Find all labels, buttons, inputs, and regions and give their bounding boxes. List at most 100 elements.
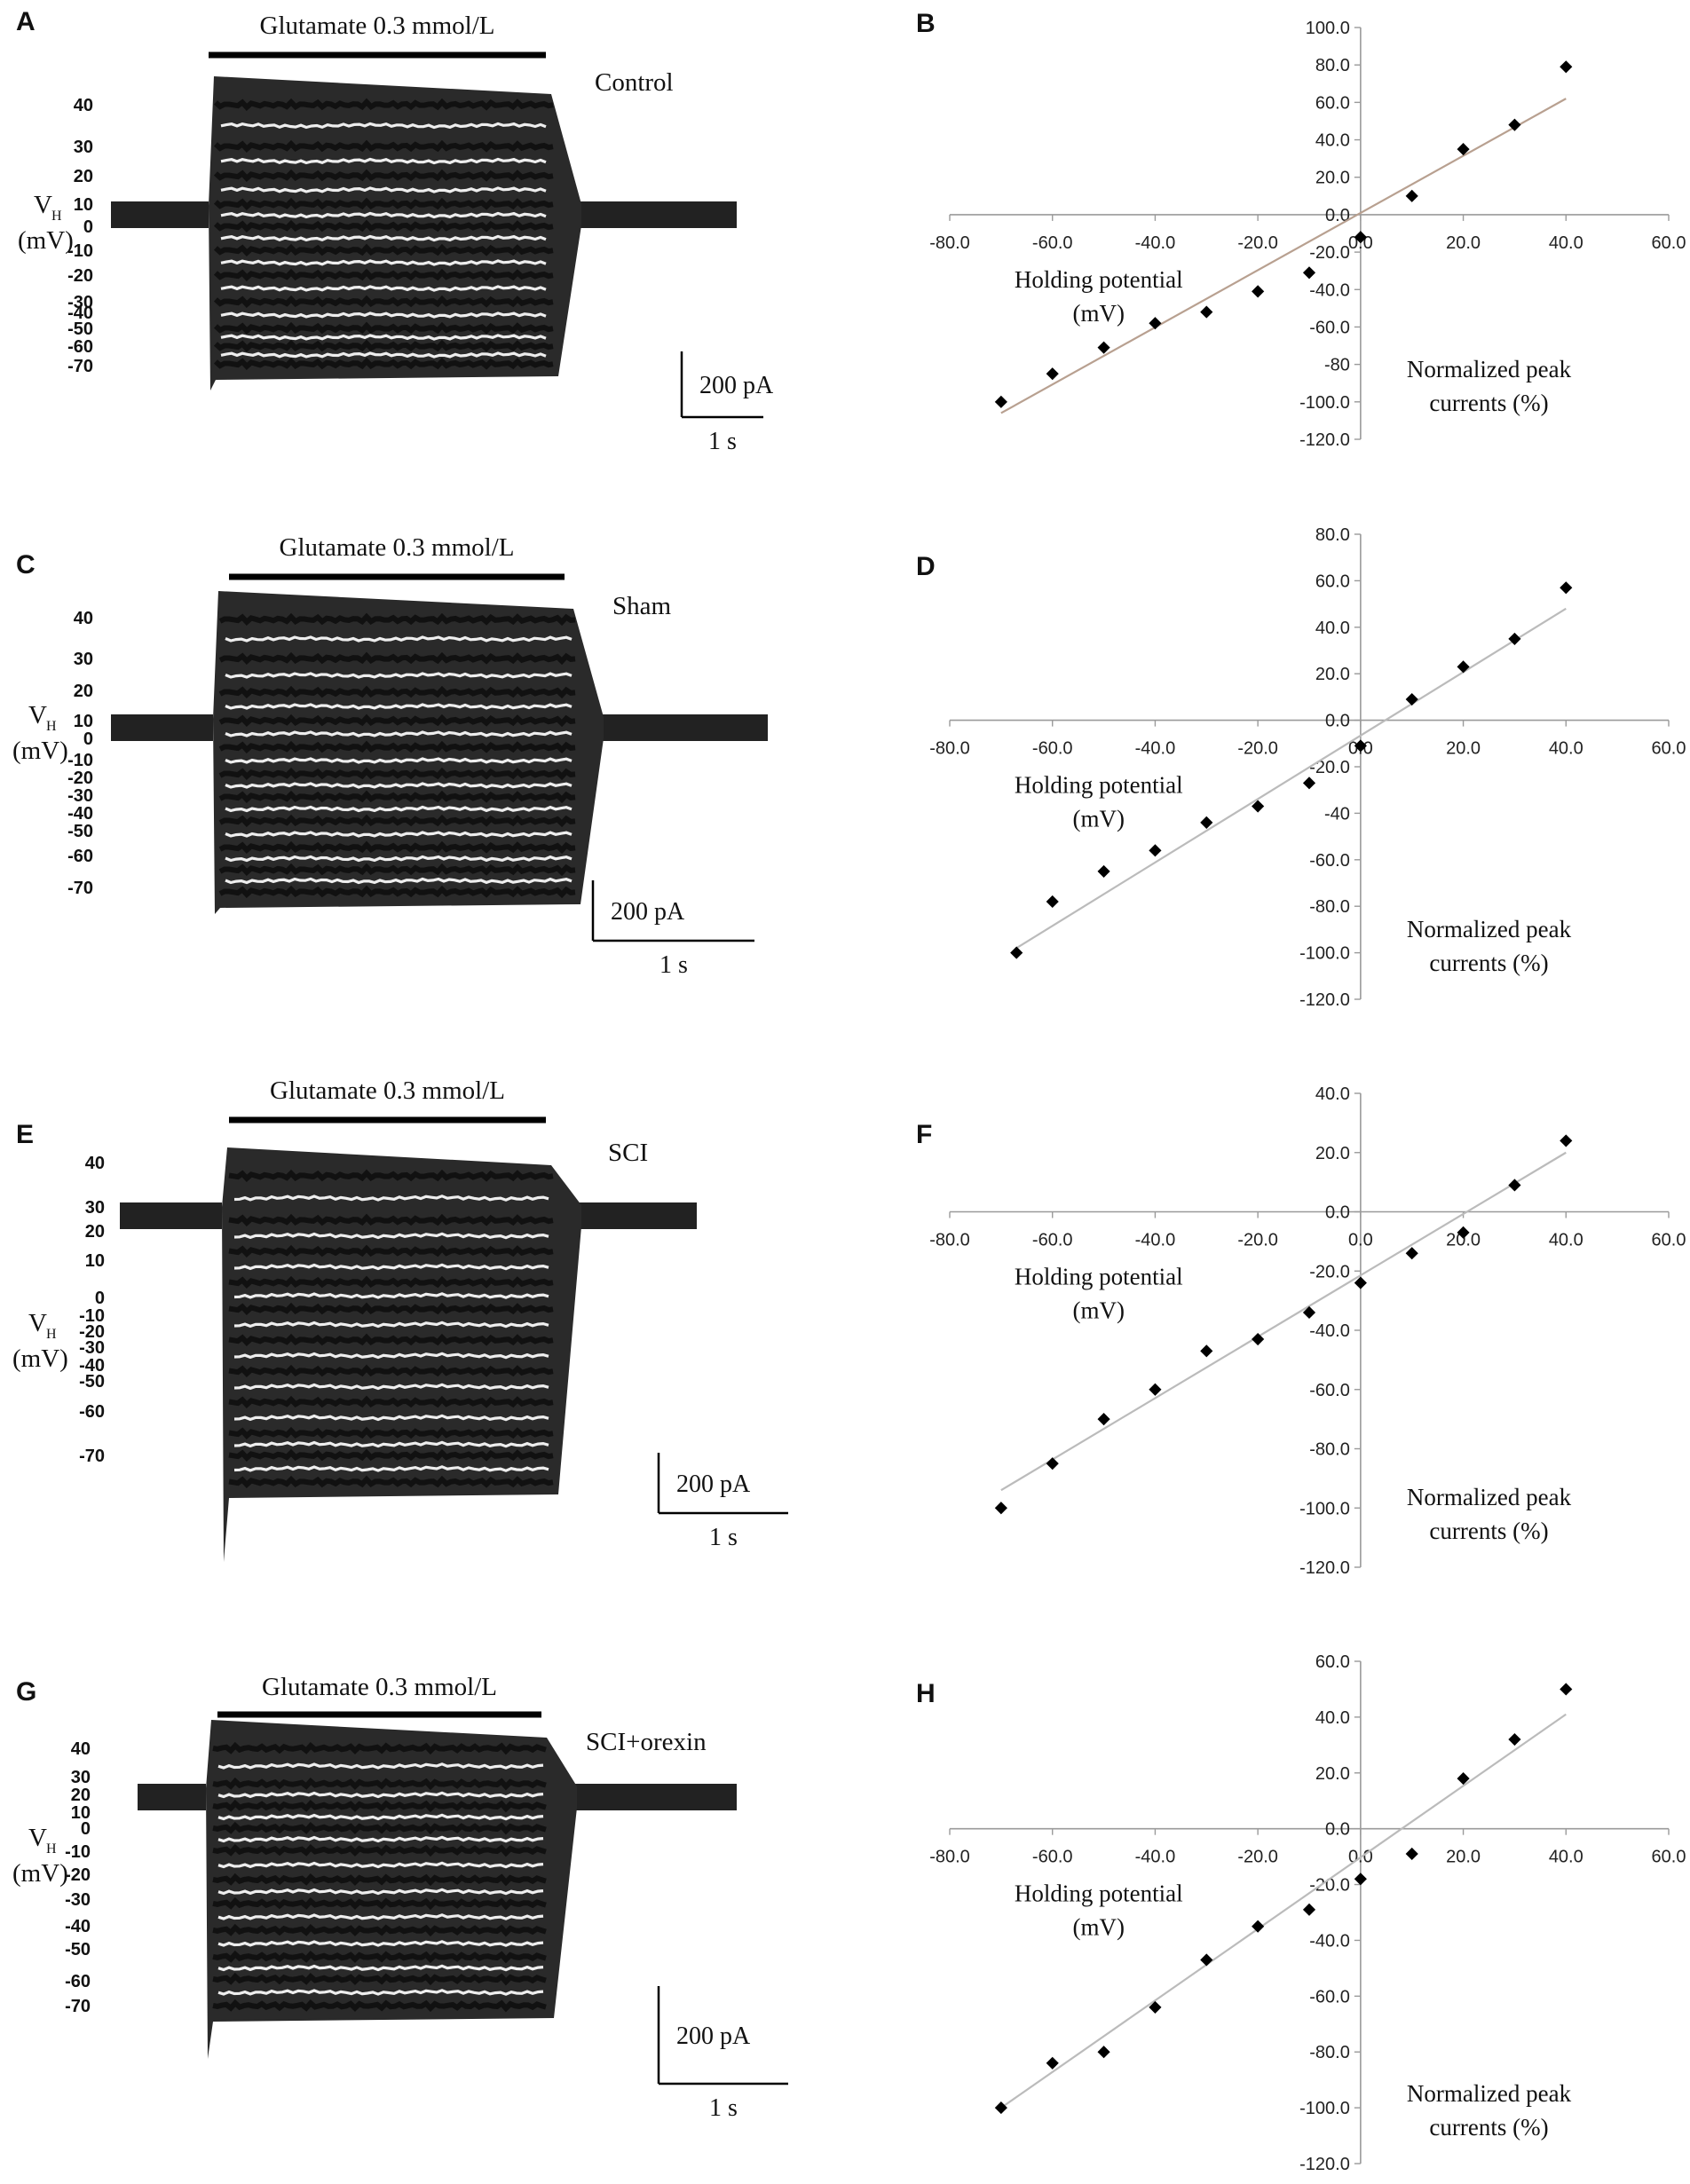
y-tick-label: 80.0 [1315, 525, 1350, 545]
x-tick-label: 40.0 [1549, 739, 1583, 759]
y-tick-label: -40.0 [1309, 1931, 1350, 1951]
data-point [1200, 1953, 1213, 1967]
y-tick-label: 80.0 [1315, 56, 1350, 75]
y-tick-label: -100.0 [1299, 1499, 1350, 1518]
current-trace [213, 197, 554, 210]
trace-gap [220, 157, 547, 165]
y-tick-label: 60.0 [1315, 93, 1350, 113]
trace-gap [217, 1940, 544, 1947]
y-axis-label-line: Normalized peak [1407, 1484, 1572, 1510]
baseline-noise-band [138, 1784, 206, 1810]
data-point [994, 2101, 1007, 2115]
holding-voltage-label: 20 [74, 682, 93, 701]
trace-gap [220, 351, 547, 359]
holding-voltage-label: -40 [65, 1917, 91, 1936]
y-tick-label: -20.0 [1309, 1876, 1350, 1896]
y-tick-label: -40.0 [1309, 280, 1350, 300]
data-point [1302, 777, 1316, 790]
vh-subscript: H [51, 209, 62, 224]
vh-label: V [28, 701, 47, 729]
y-tick-label: -20.0 [1309, 758, 1350, 777]
y-tick-label: -20.0 [1309, 243, 1350, 263]
holding-voltage-label: -30 [65, 1890, 91, 1910]
x-axis-label: Holding potential (mV) [1015, 266, 1183, 327]
data-point [1200, 1344, 1213, 1358]
agonist-label: Glutamate 0.3 mmol/L [280, 533, 515, 562]
x-axis-label-line: Holding potential [1015, 1264, 1183, 1290]
trace-gap [233, 1352, 549, 1360]
current-trace [212, 1821, 547, 1835]
current-trace [228, 1244, 554, 1258]
trace-figure: Glutamate 0.3 mmol/L SCI 40 30 20 10 0-10-20-3… [12, 1076, 788, 1562]
trace-gap [225, 672, 573, 679]
y-tick-label: -40 [1324, 804, 1350, 824]
current-trace [218, 840, 576, 855]
y-axis-label-line: currents (%) [1429, 950, 1548, 976]
y-tick-label: 60.0 [1315, 572, 1350, 591]
current-trace [212, 1896, 547, 1911]
y-axis-label-line: currents (%) [1429, 2114, 1548, 2141]
y-tick-label: -60.0 [1309, 1987, 1350, 2007]
trace-gap [217, 1835, 544, 1843]
x-tick-label: -80.0 [929, 233, 970, 253]
scale-current-label: 200 pA [699, 372, 774, 399]
holding-voltage-label: 20 [71, 1786, 91, 1805]
trace-gap [220, 311, 547, 319]
current-trace [213, 268, 554, 281]
y-tick-label: 20.0 [1315, 665, 1350, 684]
x-tick-label: -20.0 [1237, 1231, 1278, 1250]
current-trace [218, 651, 576, 666]
current-trace [228, 1302, 554, 1315]
x-tick-label: -40.0 [1135, 233, 1176, 253]
scale-current-label: 200 pA [611, 898, 685, 926]
y-tick-label: -40.0 [1309, 1321, 1350, 1341]
trace-gap [233, 1383, 549, 1391]
holding-voltage-label: 40 [74, 96, 93, 115]
data-point [1302, 1903, 1316, 1916]
panel-letter: H [916, 1679, 936, 1708]
data-point [1405, 189, 1418, 202]
current-trace [212, 1777, 547, 1791]
y-axis-label-line: Normalized peak [1407, 916, 1572, 942]
y-tick-label: 0.0 [1325, 1820, 1350, 1840]
x-axis-label-line: (mV) [1073, 1297, 1125, 1324]
holding-voltage-label: -10 [67, 751, 93, 770]
trace-gap [233, 1414, 549, 1422]
x-axis-label: Holding potential (mV) [1015, 772, 1183, 832]
trace-gap [225, 831, 573, 838]
baseline-noise-band [550, 1784, 737, 1810]
y-tick-label: 0.0 [1325, 712, 1350, 731]
trace-gap [225, 730, 573, 737]
current-trace [218, 685, 576, 699]
vh-label: V [28, 1309, 47, 1337]
y-tick-label: 60.0 [1315, 1652, 1350, 1672]
holding-voltage-label: 0 [83, 217, 93, 237]
current-trace [218, 885, 576, 899]
data-point [1097, 1413, 1110, 1426]
agonist-label: Glutamate 0.3 mmol/L [262, 1673, 497, 1701]
holding-voltage-label: 30 [71, 1768, 91, 1787]
current-trace [212, 1741, 547, 1755]
trace-gap [217, 1791, 544, 1799]
scale-time-label: 1 s [709, 2094, 738, 2122]
y-tick-label: -120.0 [1299, 430, 1350, 450]
current-trace [213, 357, 554, 370]
y-tick-label: -60.0 [1309, 1381, 1350, 1400]
holding-voltage-label: 10 [71, 1803, 91, 1823]
y-tick-label: 0.0 [1325, 1203, 1350, 1223]
holding-voltage-label: -50 [67, 822, 93, 841]
current-trace [218, 714, 576, 728]
y-tick-label: 40.0 [1315, 619, 1350, 638]
holding-voltage-label: -30 [67, 786, 93, 806]
data-point [1010, 946, 1023, 959]
holding-voltage-label: -60 [67, 337, 93, 357]
panel-letter: A [16, 7, 36, 36]
condition-label: SCI+orexin [586, 1728, 707, 1756]
current-trace [213, 243, 554, 256]
data-point [1302, 266, 1316, 280]
current-trace [212, 1999, 547, 2013]
y-axis-label: Normalized peak currents (%) [1407, 916, 1572, 976]
current-trace [218, 863, 576, 877]
trendline [1015, 607, 1567, 950]
x-tick-label: 60.0 [1652, 739, 1686, 759]
